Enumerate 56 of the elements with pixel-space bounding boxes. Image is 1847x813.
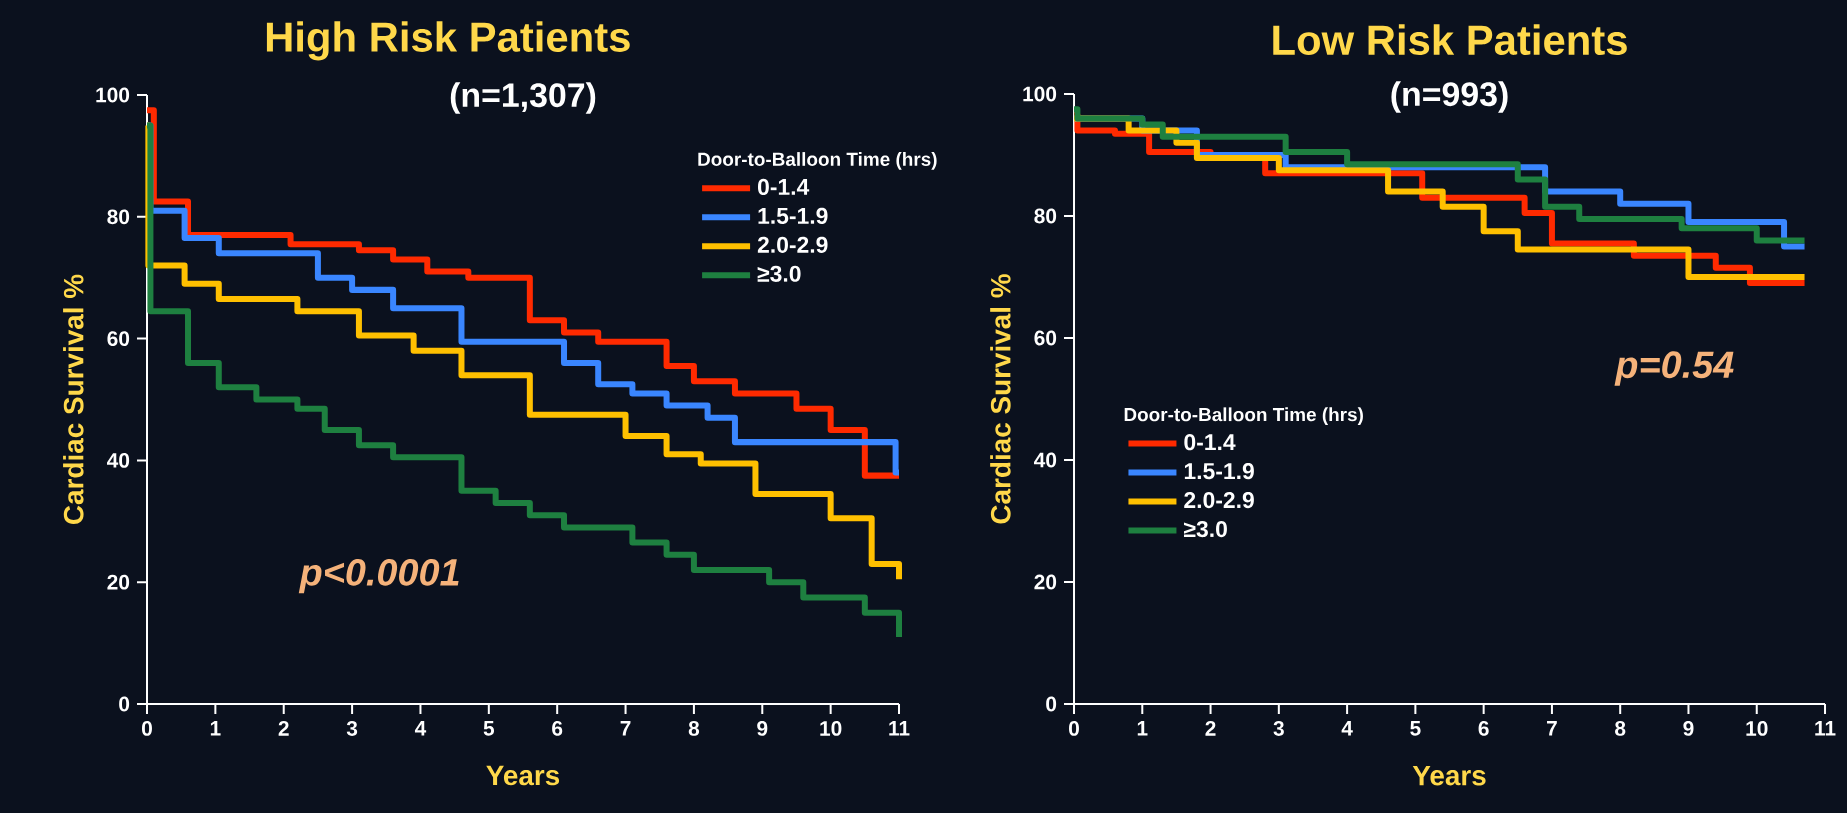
chart-title: Low Risk Patients (1273, 24, 1627, 56)
x-tick-label: 6 (1478, 721, 1489, 736)
x-tick-label: 9 (757, 721, 768, 736)
x-axis-title: Years (486, 765, 560, 786)
y-tick-label: 0 (1046, 696, 1057, 712)
legend-label: 0-1.4 (1184, 434, 1236, 451)
legend-label: 0-1.4 (757, 178, 810, 195)
y-tick-label: 40 (107, 453, 130, 468)
legend-label: 2.0-2.9 (757, 236, 828, 253)
x-tick-label: 2 (1205, 721, 1216, 736)
x-tick-label: 8 (1615, 721, 1626, 736)
x-tick-label: 0 (141, 721, 152, 736)
y-axis-title: Cardiac Survival % (990, 274, 1011, 524)
y-tick-label: 100 (96, 87, 130, 103)
y-tick-label: 100 (1023, 86, 1057, 102)
legend-label: ≥3.0 (1183, 520, 1227, 538)
x-tick-label: 9 (1683, 721, 1694, 736)
x-tick-label: 6 (552, 721, 563, 736)
x-tick-label: 11 (889, 721, 910, 736)
legend-title: Door-to-Balloon Time (hrs) (1124, 407, 1363, 426)
x-tick-label: 8 (688, 721, 700, 736)
x-tick-label: 2 (278, 721, 289, 736)
annotation: p=0.54 (1614, 351, 1734, 386)
x-axis-title: Years (1412, 765, 1486, 786)
x-tick-label: 7 (620, 721, 631, 736)
legend-label: 1.5-1.9 (1184, 463, 1254, 480)
y-tick-label: 40 (1034, 452, 1057, 468)
x-tick-label: 4 (414, 721, 427, 736)
annotation: p<0.0001 (298, 558, 459, 594)
x-tick-label: 7 (1547, 721, 1557, 736)
y-tick-label: 60 (1034, 330, 1057, 346)
y-tick-label: 80 (1034, 208, 1057, 224)
x-tick-label: 1 (210, 721, 221, 736)
x-tick-label: 3 (1273, 721, 1284, 736)
chart-subtitle: (n=993) (1391, 81, 1508, 113)
y-tick-label: 80 (107, 209, 130, 225)
y-tick-label: 0 (119, 696, 130, 712)
legend-label: ≥3.0 (757, 265, 801, 282)
x-tick-label: 11 (1815, 721, 1836, 736)
y-tick-label: 20 (107, 574, 130, 590)
x-tick-label: 1 (1137, 721, 1148, 736)
x-tick-label: 5 (1410, 721, 1421, 736)
legend-title: Door-to-Balloon Time (hrs) (698, 152, 937, 170)
y-tick-label: 20 (1034, 574, 1057, 590)
y-axis-title: Cardiac Survival % (63, 274, 84, 524)
x-tick-label: 5 (483, 721, 495, 736)
chart-title: High Risk Patients (266, 21, 630, 61)
x-tick-label: 4 (1341, 721, 1353, 736)
chart-subtitle: (n=1,307) (450, 82, 596, 114)
y-tick-label: 60 (107, 331, 130, 347)
x-tick-label: 0 (1069, 721, 1079, 736)
x-tick-label: 10 (1746, 721, 1768, 736)
legend-label: 1.5-1.9 (758, 207, 828, 224)
x-tick-label: 10 (820, 721, 842, 736)
legend-label: 2.0-2.9 (1184, 491, 1254, 509)
x-tick-label: 3 (346, 721, 358, 736)
